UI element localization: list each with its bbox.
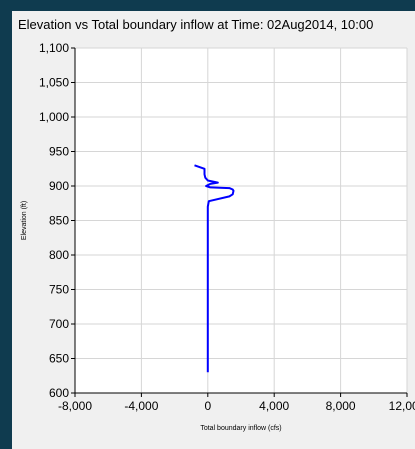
chart-plot: 600 650 700 750 800 850 900 950 1,000 1,050 1,100 -… xyxy=(21,41,415,432)
y-tick-label: 950 xyxy=(49,145,69,159)
y-tick-label: 750 xyxy=(49,283,69,297)
y-tick-label: 1,050 xyxy=(39,76,69,90)
y-tick-label: 800 xyxy=(49,248,69,262)
y-tick-label: 1,100 xyxy=(39,41,69,55)
x-tick-label: 4,000 xyxy=(259,399,289,413)
y-tick-label: 900 xyxy=(49,179,69,193)
x-tick-label: 0 xyxy=(204,399,211,413)
x-axis-label: Total boundary inflow (cfs) xyxy=(200,425,281,432)
series-line xyxy=(194,164,235,373)
y-tick-label: 700 xyxy=(49,317,69,331)
y-tick-label: 650 xyxy=(49,352,69,366)
y-tick-label: 600 xyxy=(49,386,69,400)
y-axis-label: Elevation (ft) xyxy=(21,201,28,240)
y-tick-label: 850 xyxy=(49,214,69,228)
x-tick-label: 8,000 xyxy=(326,399,356,413)
chart-title: Elevation vs Total boundary inflow at Ti… xyxy=(18,17,374,32)
x-tick-label: -4,000 xyxy=(124,399,158,413)
y-tick-label: 1,000 xyxy=(39,110,69,124)
chart-window: 600 650 700 750 800 850 900 950 1,000 1,050 1,100 -… xyxy=(12,11,415,449)
x-tick-label: -8,000 xyxy=(58,399,92,413)
x-tick-label: 12,000 xyxy=(389,399,415,413)
